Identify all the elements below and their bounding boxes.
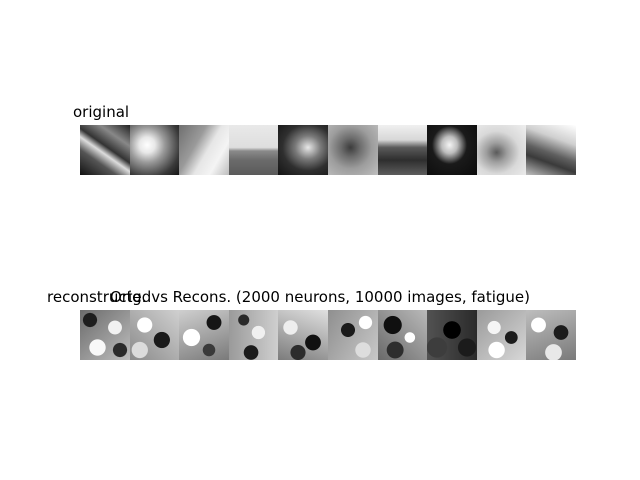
reconstructed-image-1	[80, 310, 130, 360]
original-image-4	[228, 125, 279, 175]
original-row-label: original	[73, 103, 130, 121]
reconstructed-image-4	[228, 310, 279, 360]
original-image-7	[377, 125, 428, 175]
original-image-1	[80, 125, 130, 175]
original-image-2	[129, 125, 180, 175]
original-image-5	[278, 125, 328, 175]
reconstructed-image-strip	[80, 310, 576, 360]
reconstructed-image-6	[327, 310, 378, 360]
reconstructed-image-10	[526, 310, 576, 360]
reconstructed-image-2	[129, 310, 180, 360]
reconstructed-row-label: reconstructed	[47, 288, 152, 306]
original-image-8	[427, 125, 477, 175]
original-image-6	[327, 125, 378, 175]
reconstructed-image-9	[476, 310, 527, 360]
original-image-3	[179, 125, 229, 175]
original-image-strip	[80, 125, 576, 175]
reconstructed-image-8	[427, 310, 477, 360]
figure-title: Orig. vs Recons. (2000 neurons, 10000 im…	[110, 288, 531, 306]
reconstructed-image-7	[377, 310, 428, 360]
reconstructed-image-5	[278, 310, 328, 360]
original-image-9	[476, 125, 527, 175]
original-image-10	[526, 125, 576, 175]
reconstructed-image-3	[179, 310, 229, 360]
